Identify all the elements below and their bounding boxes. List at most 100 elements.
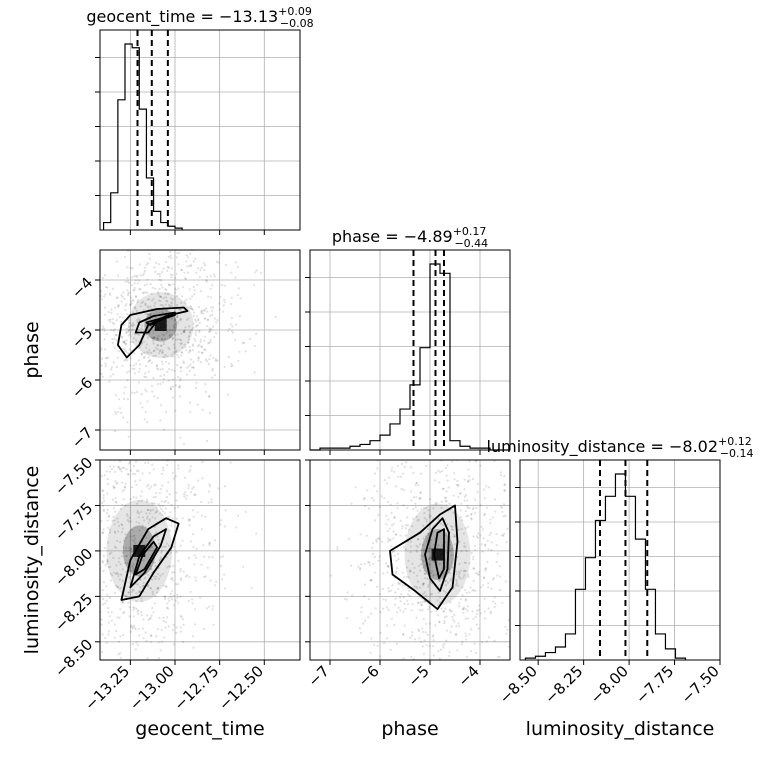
scatter-point <box>438 471 442 474</box>
scatter-point <box>133 456 135 458</box>
scatter-point <box>396 502 399 505</box>
scatter-point <box>185 458 187 460</box>
scatter-point <box>106 286 109 289</box>
scatter-point <box>127 334 130 337</box>
scatter-point <box>503 489 506 492</box>
scatter-point <box>449 536 452 539</box>
scatter-point <box>78 529 80 531</box>
scatter-point <box>123 392 126 395</box>
scatter-point <box>158 262 161 266</box>
scatter-point <box>96 651 98 653</box>
scatter-point <box>188 331 191 334</box>
scatter-point <box>114 412 117 415</box>
scatter-point <box>122 488 126 491</box>
scatter-point <box>171 517 174 520</box>
scatter-point <box>425 622 428 625</box>
scatter-point <box>375 585 378 588</box>
scatter-point <box>100 618 103 621</box>
scatter-point <box>228 327 231 330</box>
scatter-point <box>160 283 163 286</box>
x-tick-label: −7.50 <box>678 662 723 707</box>
scatter-point <box>134 372 137 375</box>
scatter-point <box>142 559 145 562</box>
scatter-point <box>415 516 418 519</box>
scatter-point <box>473 642 476 645</box>
scatter-point <box>110 619 113 622</box>
scatter-point <box>132 606 135 609</box>
scatter-point <box>121 481 124 484</box>
scatter-point <box>154 495 157 498</box>
scatter-point <box>469 433 471 435</box>
scatter-point <box>121 579 124 582</box>
scatter-point <box>464 569 467 573</box>
scatter-point <box>175 491 178 494</box>
scatter-point <box>208 605 211 608</box>
scatter-point <box>397 606 400 609</box>
scatter-point <box>201 351 204 354</box>
scatter-point <box>417 538 420 541</box>
scatter-point <box>85 625 87 627</box>
scatter-point <box>175 626 178 629</box>
scatter-point <box>115 296 118 299</box>
scatter-point <box>180 268 183 271</box>
scatter-point <box>189 330 192 333</box>
scatter-point <box>153 266 156 269</box>
scatter-point <box>462 606 465 609</box>
scatter-point <box>474 498 477 501</box>
scatter-point <box>469 649 473 653</box>
scatter-point <box>150 568 153 571</box>
scatter-point <box>186 366 189 369</box>
scatter-point <box>129 535 132 538</box>
scatter-point <box>190 674 192 676</box>
scatter-point <box>426 540 429 543</box>
scatter-point <box>135 274 138 277</box>
scatter-point <box>108 531 112 534</box>
scatter-point <box>121 527 124 530</box>
scatter-point <box>206 566 209 569</box>
scatter-point <box>160 344 163 347</box>
scatter-point <box>194 425 196 427</box>
scatter-point <box>447 679 449 681</box>
scatter-point <box>159 382 162 385</box>
scatter-point <box>167 625 170 628</box>
scatter-point <box>101 561 104 564</box>
scatter-point <box>166 566 169 569</box>
scatter-point <box>179 339 183 342</box>
scatter-point <box>474 460 477 463</box>
panel-frame <box>309 459 511 661</box>
scatter-point <box>128 348 131 351</box>
scatter-point <box>148 349 151 352</box>
scatter-point <box>200 500 203 504</box>
scatter-point <box>436 599 439 602</box>
scatter-point <box>95 571 97 573</box>
scatter-point <box>135 362 138 365</box>
scatter-point <box>367 561 370 564</box>
scatter-point <box>425 506 428 510</box>
scatter-point <box>412 496 415 499</box>
scatter-point <box>188 264 191 267</box>
scatter-point <box>108 615 111 618</box>
scatter-point <box>92 320 94 322</box>
scatter-point <box>109 457 111 459</box>
title-main: geocent_time = −13.13 <box>86 7 278 27</box>
scatter-point <box>167 362 170 365</box>
scatter-point <box>164 337 167 341</box>
scatter-point <box>138 591 141 594</box>
scatter-point <box>120 531 123 534</box>
scatter-point <box>428 606 431 609</box>
scatter-point <box>214 539 217 542</box>
scatter-point <box>391 584 394 587</box>
scatter-point <box>134 473 137 476</box>
scatter-point <box>159 649 162 652</box>
scatter-point <box>180 577 183 580</box>
scatter-point <box>229 365 233 368</box>
scatter-point <box>154 517 157 520</box>
scatter-point <box>70 585 72 587</box>
scatter-point <box>153 312 156 315</box>
scatter-point <box>149 359 152 362</box>
scatter-point <box>182 360 185 363</box>
scatter-point <box>370 612 373 615</box>
scatter-point <box>161 351 164 354</box>
scatter-point <box>134 295 137 298</box>
scatter-point <box>126 280 129 283</box>
